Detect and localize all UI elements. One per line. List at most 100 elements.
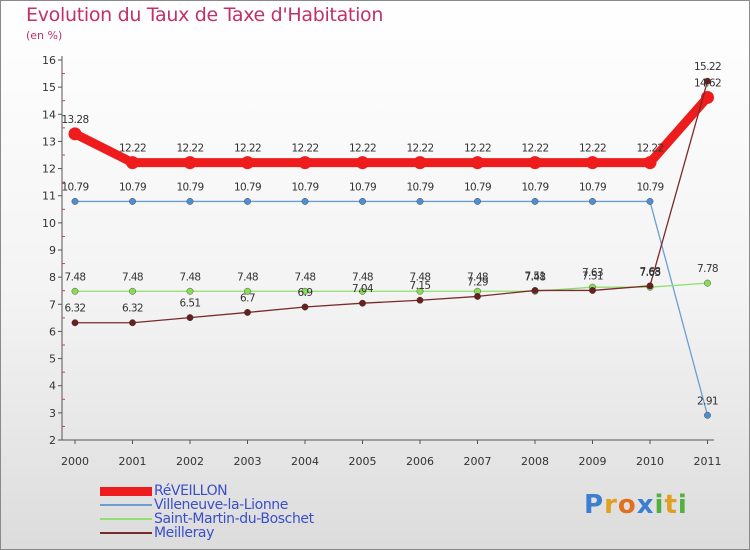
data-point (471, 156, 484, 170)
data-point (356, 156, 369, 170)
data-point (589, 198, 596, 205)
data-label: 12.22 (349, 143, 376, 155)
data-label: 13.28 (61, 114, 88, 126)
data-point (301, 198, 309, 205)
data-label: 7.48 (65, 271, 86, 283)
data-point (586, 156, 599, 170)
legend-item: Meilleray (100, 526, 314, 540)
x-tick-label: 2010 (636, 455, 664, 468)
series-line (74, 80, 709, 324)
data-label: 6.51 (180, 298, 201, 310)
legend-item: Villeneuve-la-Lionne (100, 498, 314, 512)
data-point (68, 127, 82, 141)
x-tick-label: 2007 (464, 455, 492, 468)
data-point (298, 156, 312, 170)
data-label: 7.48 (525, 271, 546, 283)
x-tick-label: 2009 (579, 455, 607, 468)
data-point (646, 198, 654, 205)
data-point (301, 303, 309, 311)
y-tick-label: 12 (42, 163, 56, 176)
chart-legend: RéVEILLON Villeneuve-la-Lionne Saint-Marti… (100, 484, 314, 540)
data-label: 7.51 (525, 270, 546, 282)
data-label: 10.79 (521, 181, 548, 193)
data-label: 7.48 (467, 271, 488, 283)
y-tick-label: 10 (42, 217, 56, 230)
data-label: 12.22 (406, 143, 433, 155)
y-tick-label: 11 (42, 190, 56, 203)
legend-swatch (100, 486, 152, 496)
data-label: 6.9 (298, 287, 313, 299)
data-label: 7.48 (180, 271, 201, 283)
x-tick-label: 2002 (176, 455, 204, 468)
data-point (71, 198, 79, 205)
chart-title: Evolution du Taux de Taxe d'Habitation (26, 4, 384, 26)
x-tick-label: 2006 (406, 455, 434, 468)
data-point (643, 156, 657, 170)
y-tick-label: 5 (49, 353, 56, 366)
series-line (74, 200, 709, 416)
data-point (244, 309, 251, 316)
data-label: 7.04 (352, 283, 374, 295)
data-label: 10.79 (176, 181, 203, 193)
data-label: 7.48 (237, 271, 258, 283)
y-tick-label: 14 (42, 108, 56, 121)
x-tick-label: 2005 (349, 455, 377, 468)
data-point (416, 287, 424, 295)
data-point (126, 156, 139, 170)
y-tick-label: 6 (49, 325, 56, 338)
data-label: 10.79 (234, 181, 261, 193)
data-point (531, 198, 539, 205)
data-point (704, 77, 711, 85)
legend-label: Villeneuve-la-Lionne (154, 497, 288, 513)
data-label: 10.79 (579, 181, 606, 193)
data-point (241, 156, 254, 170)
data-label: 14.62 (694, 77, 721, 89)
data-label: 12.22 (291, 143, 318, 155)
data-label: 15.22 (694, 61, 721, 73)
logo-letter: i (654, 490, 665, 520)
data-label: 12.22 (579, 143, 606, 155)
logo-letter: o (617, 490, 637, 520)
data-point (186, 287, 194, 295)
data-point (416, 296, 424, 304)
data-label: 12.22 (176, 143, 203, 155)
chart-subtitle: (en %) (26, 29, 63, 42)
logo-letter: r (604, 490, 618, 520)
data-point (359, 299, 366, 307)
data-label: 6.32 (65, 303, 86, 315)
data-point (359, 287, 366, 295)
data-point (129, 287, 136, 295)
data-label: 7.48 (410, 271, 431, 283)
x-tick-label: 2004 (291, 455, 319, 468)
x-tick-label: 2000 (61, 455, 89, 468)
data-label: 7.48 (352, 271, 373, 283)
data-label: 7.63 (582, 267, 603, 279)
legend-label: RéVEILLON (154, 483, 228, 499)
data-label: 10.79 (349, 181, 376, 193)
y-tick-label: 2 (49, 434, 56, 447)
y-tick-label: 13 (42, 135, 56, 148)
x-tick-label: 2001 (119, 455, 147, 468)
legend-swatch (100, 518, 152, 520)
data-point (186, 198, 194, 205)
proxiti-logo: Proxiti (584, 490, 688, 520)
data-point (244, 198, 251, 205)
data-point (416, 198, 424, 205)
data-label: 2.91 (697, 395, 718, 407)
x-tick-label: 2011 (694, 455, 722, 468)
data-point (474, 293, 481, 300)
logo-letter: t (664, 490, 678, 520)
legend-label: Meilleray (154, 525, 214, 541)
data-label: 12.22 (234, 143, 261, 155)
data-label: 10.79 (61, 181, 88, 193)
data-label: 7.51 (582, 270, 603, 282)
y-tick-label: 16 (42, 54, 56, 67)
y-tick-label: 15 (42, 81, 56, 94)
series-line (70, 92, 712, 168)
logo-letter: P (584, 490, 605, 520)
data-label: 7.68 (640, 266, 661, 278)
data-point (413, 156, 427, 170)
data-label: 7.15 (410, 280, 431, 292)
